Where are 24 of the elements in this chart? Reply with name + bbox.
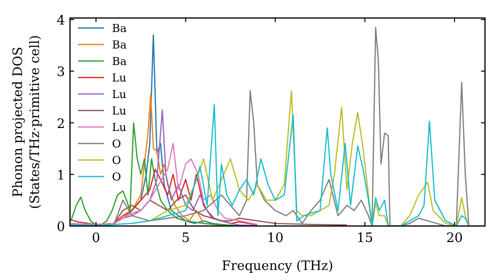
x-tick-label: 20 [446, 231, 463, 246]
y-axis-title: Phonon projected DOS (States/THz·primitive cell) [11, 34, 43, 210]
y-tick-label: 1 [56, 168, 65, 184]
line-series [70, 194, 348, 226]
legend-label: O [112, 170, 122, 184]
x-tick-label: 10 [266, 231, 284, 246]
x-tick-label: 5 [181, 231, 190, 246]
legend-label: Ba [112, 38, 128, 52]
y-tick-label: 4 [56, 14, 65, 29]
legend-label: O [112, 138, 122, 150]
legend-label: Lu [112, 72, 126, 84]
y-tick-label: 2 [56, 116, 65, 132]
legend-label: O [112, 154, 122, 167]
y-tick-label: 3 [56, 65, 65, 80]
legend-label: Ba [112, 22, 128, 35]
x-tick-label: 0 [92, 231, 100, 246]
legend-label: Lu [112, 104, 126, 118]
legend-label: Lu [112, 121, 126, 134]
x-tick-label: 15 [356, 231, 374, 246]
y-tick-label: 0 [56, 220, 65, 235]
line-series [70, 104, 470, 226]
legend-label: Ba [112, 55, 128, 68]
legend-label: Lu [112, 88, 126, 101]
x-axis-title: Frequency (THz) [222, 259, 334, 274]
